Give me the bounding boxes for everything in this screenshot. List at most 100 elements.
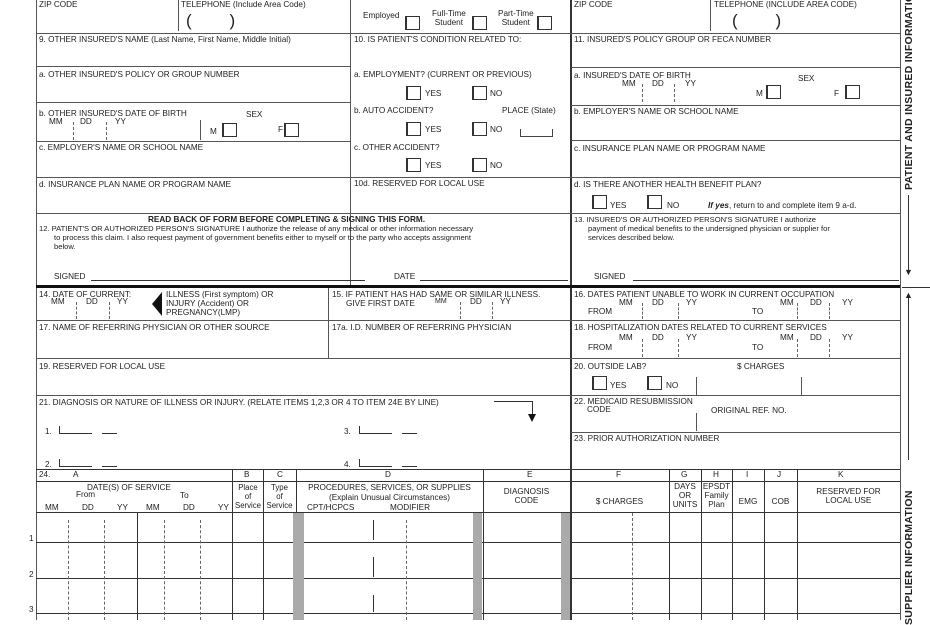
form-label: M xyxy=(756,89,763,98)
form-rule-line xyxy=(571,432,900,433)
full-time-checkbox[interactable] xyxy=(472,16,487,30)
form-rule-line xyxy=(710,0,711,31)
telephone-field[interactable]: ( ) xyxy=(186,11,236,30)
auto-accident-yes-checkbox[interactable] xyxy=(406,122,421,136)
form-rule-line xyxy=(571,67,900,68)
field-10d-label: 10d. RESERVED FOR LOCAL USE xyxy=(354,179,485,188)
form-right-border xyxy=(900,0,901,620)
form-label: payment of medical benefits to the under… xyxy=(588,224,830,233)
form-rule-line xyxy=(328,288,329,358)
diagnosis-2-field[interactable] xyxy=(59,459,92,467)
form-rule-line xyxy=(373,520,374,540)
form-label: M xyxy=(210,127,217,136)
form-label: DD xyxy=(652,298,664,307)
form-rule-line xyxy=(200,520,201,620)
form-rule-line xyxy=(732,469,733,620)
other-insured-male-checkbox[interactable] xyxy=(222,123,237,137)
form-label: DD xyxy=(810,333,822,342)
insured-male-checkbox[interactable] xyxy=(766,85,781,99)
form-rule-line xyxy=(571,140,900,141)
form-label: J xyxy=(777,470,782,479)
form-rule-line xyxy=(678,339,679,357)
field-14-label: 14. DATE OF CURRENT: xyxy=(39,290,132,299)
full-time-student-label: Full-Time Student xyxy=(432,9,466,27)
form-rule-line xyxy=(102,466,117,467)
form-rule-line xyxy=(696,413,697,431)
insured-female-checkbox[interactable] xyxy=(845,85,860,99)
form-label: DD xyxy=(470,297,482,306)
form-label: FROM xyxy=(588,307,613,316)
field-23-label: 23. PRIOR AUTHORIZATION NUMBER xyxy=(574,434,720,443)
form-rule-line: , return to and complete item 9 a-d. xyxy=(728,201,857,210)
form-rule-line xyxy=(36,512,900,513)
form-label: YY xyxy=(500,297,511,306)
field-10a-label: a. EMPLOYMENT? (CURRENT OR PREVIOUS) xyxy=(354,70,532,79)
diagnosis-1-field[interactable] xyxy=(59,426,92,434)
patient-signature-date-line[interactable] xyxy=(420,280,568,281)
form-label: To xyxy=(180,491,189,500)
form-label: services described below. xyxy=(588,233,675,242)
outside-lab-no-checkbox[interactable] xyxy=(647,376,662,390)
insured-telephone-field[interactable]: ( ) xyxy=(732,11,782,30)
shaded-column-strip xyxy=(293,513,304,620)
row-number: 1 xyxy=(29,534,34,543)
patient-insured-section-label: PATIENT AND INSURED INFORMATION xyxy=(903,0,915,190)
field-20-label: 20. OUTSIDE LAB? xyxy=(574,362,647,371)
form-label: YES xyxy=(425,89,442,98)
form-rule-line xyxy=(36,213,900,214)
arrow-down-icon xyxy=(528,414,536,422)
form-label: NO xyxy=(667,201,680,210)
patient-signature-line[interactable] xyxy=(91,280,365,281)
diagnosis-4-field[interactable] xyxy=(359,459,392,467)
form-label: 4. xyxy=(344,460,351,469)
form-rule-line xyxy=(109,302,110,319)
emg-header: EMG xyxy=(738,497,758,506)
other-accident-no-checkbox[interactable] xyxy=(472,158,487,172)
form-rule-line xyxy=(797,469,798,620)
other-insured-female-checkbox[interactable] xyxy=(284,123,299,137)
other-plan-yes-checkbox[interactable] xyxy=(592,195,607,209)
form-label: $ CHARGES xyxy=(737,362,785,371)
form-label: MODIFIER xyxy=(390,503,431,512)
outside-lab-yes-checkbox[interactable] xyxy=(592,376,607,390)
state-field[interactable] xyxy=(520,129,553,137)
form-label: MM xyxy=(622,79,636,88)
form-rule-line xyxy=(164,520,165,620)
field-11c-label: c. INSURANCE PLAN NAME OR PROGRAM NAME xyxy=(574,144,766,153)
field-9b-label: b. OTHER INSURED'S DATE OF BIRTH xyxy=(39,109,187,118)
employed-checkbox[interactable] xyxy=(405,16,420,30)
field-9-label: 9. OTHER INSURED'S NAME (Last Name, Firs… xyxy=(39,35,291,44)
charges-header: $ CHARGES xyxy=(595,497,644,506)
form-rule-line xyxy=(674,84,675,102)
section-divider xyxy=(36,285,900,288)
form-label: From xyxy=(76,490,96,499)
form-label: F xyxy=(278,125,284,134)
insured-signature-line[interactable] xyxy=(633,280,899,281)
form-label: H xyxy=(713,470,719,479)
form-rule-line xyxy=(36,395,900,396)
form-rule-line xyxy=(36,66,350,67)
form-rule-line xyxy=(402,433,417,434)
form-rule-line xyxy=(36,481,900,482)
form-rule-line xyxy=(483,469,484,620)
diagnosis-3-field[interactable] xyxy=(359,426,392,434)
form-label: F xyxy=(616,470,622,479)
field-15-label: 15. IF PATIENT HAS HAD SAME OR SIMILAR I… xyxy=(332,290,541,299)
part-time-checkbox[interactable] xyxy=(537,16,552,30)
other-plan-no-checkbox[interactable] xyxy=(647,195,662,209)
form-label: B xyxy=(244,470,250,479)
employment-yes-checkbox[interactable] xyxy=(406,86,421,100)
form-label: PREGNANCY(LMP) xyxy=(166,308,241,317)
form-rule-line xyxy=(373,595,374,612)
form-rule-line xyxy=(908,298,909,460)
arrow-down-icon: ▼ xyxy=(904,267,913,277)
form-label: to process this claim. I also request pa… xyxy=(54,233,472,242)
form-label: MM xyxy=(51,297,65,306)
employment-no-checkbox[interactable] xyxy=(472,86,487,100)
insured-telephone-label: TELEPHONE (INCLUDE AREA CODE) xyxy=(714,0,857,9)
auto-accident-no-checkbox[interactable] xyxy=(472,122,487,136)
form-rule-line xyxy=(178,0,179,31)
field-13-label: 13. INSURED'S OR AUTHORIZED PERSON'S SIG… xyxy=(574,215,817,224)
other-accident-yes-checkbox[interactable] xyxy=(406,158,421,172)
field-11-label: 11. INSURED'S POLICY GROUP OR FECA NUMBE… xyxy=(574,35,772,44)
